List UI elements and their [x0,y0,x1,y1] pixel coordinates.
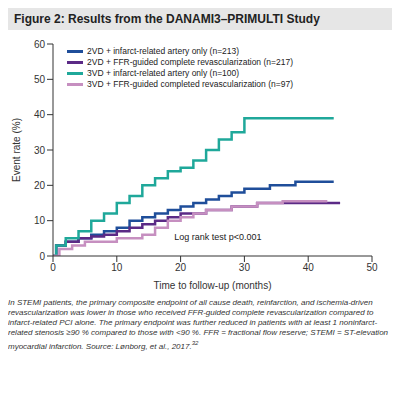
svg-text:20: 20 [175,262,187,273]
html-text:Figure 2: Results from the DAN: Figure 2: Results from the DANAMI3–PRIMU… [14,12,320,26]
svg-text:50: 50 [366,262,378,273]
svg-text:10: 10 [111,262,123,273]
html-text:In STEMI patients, the primary: In STEMI patients, the primary composite… [8,298,388,351]
html-text:3VD + infarct-related artery o: 3VD + infarct-related artery only (n=100… [87,68,240,78]
svg-text:Event rate (%): Event rate (%) [11,118,22,182]
html-text:2VD + FFR-guided complete reva: 2VD + FFR-guided complete revascularizat… [87,57,293,67]
html-text:3VD + FFR-guided completed rev: 3VD + FFR-guided completed revasculariza… [87,79,293,89]
svg-text:30: 30 [34,145,46,156]
svg-text:10: 10 [34,215,46,226]
svg-text:40: 40 [303,262,315,273]
svg-text:0: 0 [39,251,45,262]
svg-text:30: 30 [239,262,251,273]
svg-text:40: 40 [34,109,46,120]
svg-text:Time to follow-up (months): Time to follow-up (months) [154,280,272,291]
html-text:2VD + infarct-related artery o: 2VD + infarct-related artery only (n=213… [87,46,240,56]
svg-text:50: 50 [34,74,46,85]
html-text:Log rank test p<0.001: Log rank test p<0.001 [174,232,262,242]
svg-text:0: 0 [50,262,56,273]
svg-text:60: 60 [34,39,46,50]
svg-text:20: 20 [34,180,46,191]
